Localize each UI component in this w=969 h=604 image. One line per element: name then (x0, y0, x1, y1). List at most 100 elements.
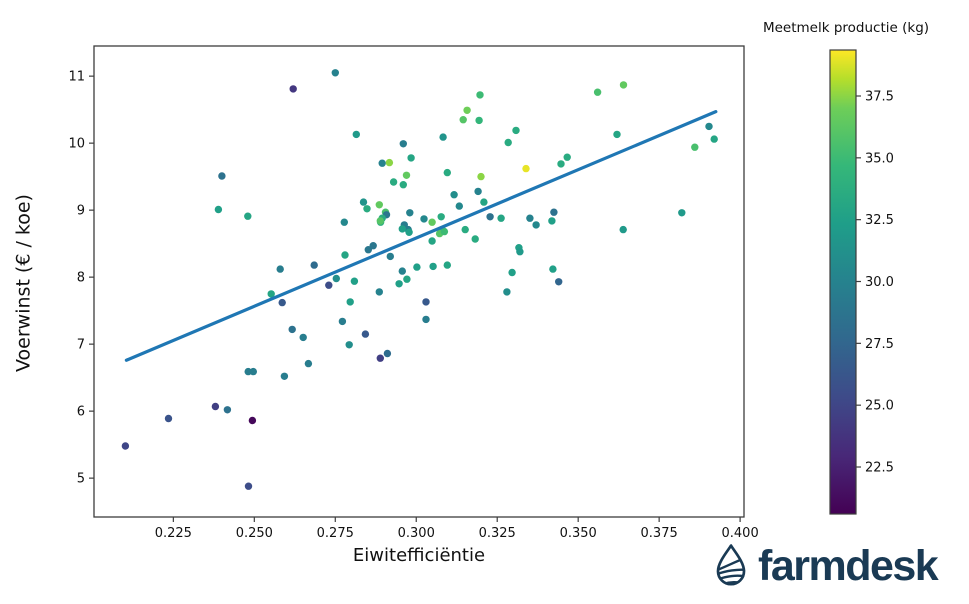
scatter-point (526, 214, 534, 222)
scatter-point (164, 414, 173, 423)
scatter-point (476, 91, 484, 99)
scatter-point (375, 201, 383, 209)
scatter-point (304, 359, 313, 368)
scatter-point (429, 262, 437, 271)
scatter-point (389, 178, 398, 186)
scatter-point (276, 265, 284, 273)
scatter-point (359, 198, 368, 206)
trend-line (124, 110, 718, 362)
scatter-point (386, 252, 394, 261)
scatter-point (619, 225, 627, 234)
colorbar-tick-label: 30.0 (865, 275, 894, 290)
scatter-point (475, 116, 483, 125)
scatter-point (463, 106, 471, 115)
scatter-point (563, 153, 571, 161)
colorbar-ticks: 22.5 25.0 27.5 30.0 32.5 35.0 37.5 (856, 90, 894, 476)
scatter-point (363, 205, 371, 213)
y-tick-label: 10 (68, 137, 85, 152)
scatter-point (403, 275, 411, 283)
y-axis-label: Voerwinst (€ / koe) (12, 194, 35, 372)
x-tick-label: 0.400 (722, 526, 759, 541)
scatter-point (405, 228, 413, 236)
y-tick-label: 6 (77, 405, 85, 420)
colorbar-tick-label: 25.0 (865, 399, 894, 414)
scatter-point (218, 172, 226, 180)
scatter-point (278, 298, 286, 307)
scatter-point (406, 209, 414, 217)
scatter-point (244, 482, 253, 490)
scatter-point (705, 122, 713, 131)
colorbar-tick-label: 27.5 (865, 337, 894, 352)
scatter-point (459, 116, 467, 124)
scatter-point (350, 277, 359, 285)
scatter-point (508, 268, 516, 277)
scatter-point (516, 248, 524, 256)
y-tick-label: 7 (77, 338, 85, 353)
scatter-point (385, 158, 394, 167)
scatter-point (267, 290, 275, 298)
scatter-point (375, 288, 383, 296)
scatter-point (422, 315, 430, 324)
y-tick-label: 11 (68, 70, 85, 85)
scatter-point (399, 181, 407, 189)
scatter-point (378, 159, 386, 167)
scatter-point (439, 133, 447, 141)
scatter-point (310, 261, 318, 269)
scatter-point (678, 209, 686, 217)
x-tick-label: 0.300 (398, 526, 435, 541)
colorbar (829, 49, 857, 515)
scatter-point (550, 208, 558, 216)
scatter-point (474, 187, 482, 196)
scatter-point (440, 227, 449, 236)
scatter-point (407, 154, 415, 162)
scatter-point (532, 221, 540, 229)
colorbar-title: Meetmelk productie (kg) (762, 20, 930, 36)
scatter-point (331, 69, 339, 77)
scatter-point (477, 172, 485, 181)
y-tick-label: 5 (77, 472, 85, 487)
scatter-point (361, 330, 370, 338)
x-tick-label: 0.325 (479, 526, 516, 541)
droplet-icon (716, 544, 746, 586)
scatter-point (557, 160, 565, 168)
scatter-point (346, 298, 354, 306)
scatter-point (211, 402, 220, 411)
scatter-point (593, 88, 602, 96)
scatter-point (280, 372, 289, 380)
scatter-point (455, 202, 463, 210)
scatter-point (248, 416, 257, 425)
scatter-point (121, 442, 130, 450)
scatter-point (340, 218, 348, 226)
scatter-point (619, 81, 628, 89)
scatter-point (503, 288, 511, 296)
scatter-point (504, 138, 512, 147)
colorbar-tick-label: 32.5 (865, 213, 894, 228)
scatter-point (352, 130, 360, 139)
scatter-point (289, 85, 297, 93)
scatter-point (383, 349, 392, 358)
scatter-point (548, 217, 556, 225)
scatter-point (522, 164, 530, 173)
scatter-point (486, 213, 494, 221)
scatter-point (443, 261, 451, 269)
y-tick-label: 9 (77, 204, 85, 219)
scatter-point (549, 265, 557, 273)
scatter-point (398, 267, 406, 275)
scatter-point (512, 126, 520, 135)
scatter-point (613, 130, 621, 139)
x-axis-label: Eiwitefficiëntie (352, 545, 486, 566)
scatter-points (121, 69, 718, 490)
scatter-point (691, 143, 699, 151)
scatter-point (461, 225, 469, 234)
scatter-point (369, 242, 377, 250)
plot-area (93, 45, 745, 518)
scatter-point (244, 367, 252, 376)
scatter-point (364, 246, 372, 254)
scatter-point (345, 341, 353, 349)
scatter-point (325, 281, 333, 289)
scatter-point (413, 263, 421, 271)
scatter-point (398, 225, 406, 233)
scatter-point (395, 280, 403, 288)
colorbar-tick-label: 37.5 (865, 90, 894, 105)
scatter-point (376, 354, 384, 362)
